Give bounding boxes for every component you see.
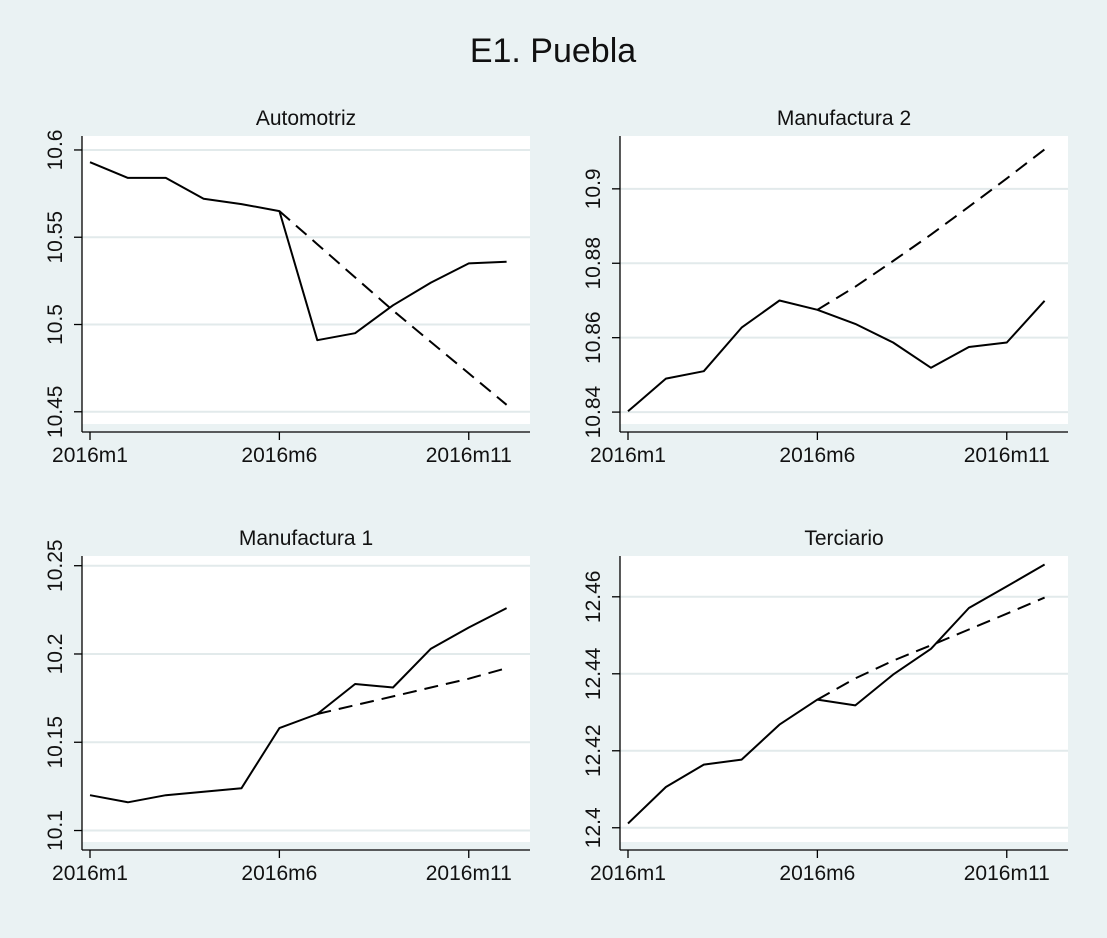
series-line-solid bbox=[89, 161, 507, 342]
y-tick-label: 10.2 bbox=[44, 634, 67, 675]
x-tick-label: 2016m1 bbox=[52, 862, 128, 885]
y-tick-label: 10.1 bbox=[44, 810, 67, 851]
x-tick-label: 2016m11 bbox=[964, 862, 1050, 885]
series-line-dashed bbox=[816, 596, 1045, 701]
plot-area bbox=[620, 136, 1068, 424]
y-tick-label: 10.88 bbox=[582, 237, 605, 290]
chart-panel-2: Manufactura 2 10.84 10.86 10.88 10.9 2016m1 20… bbox=[582, 107, 1068, 467]
y-tick-label: 10.15 bbox=[44, 716, 67, 769]
panel-title: Automotriz bbox=[256, 107, 356, 130]
x-tick-label: 2016m1 bbox=[52, 444, 128, 467]
y-tick-label: 12.44 bbox=[582, 647, 605, 700]
x-tick-label: 2016m11 bbox=[426, 862, 512, 885]
x-tick-label: 2016m6 bbox=[241, 862, 317, 885]
x-tick-label: 2016m11 bbox=[426, 444, 512, 467]
chart-panel-3: Manufactura 1 10.1 10.15 10.2 10.25 2016m1 201… bbox=[44, 527, 530, 885]
series-line-dashed bbox=[278, 210, 508, 406]
y-tick-label: 10.5 bbox=[44, 304, 67, 345]
figure-title: E1. Puebla bbox=[470, 32, 636, 70]
panel-title: Terciario bbox=[804, 527, 883, 550]
x-tick-label: 2016m11 bbox=[964, 444, 1050, 467]
y-tick-label: 10.45 bbox=[44, 386, 67, 439]
y-tick-label: 10.55 bbox=[44, 211, 67, 264]
y-tick-label: 10.25 bbox=[44, 539, 67, 592]
plot-area bbox=[620, 556, 1068, 842]
series-line-dashed bbox=[317, 667, 507, 715]
plot-area bbox=[82, 556, 530, 842]
x-tick-label: 2016m6 bbox=[241, 444, 317, 467]
panel-title: Manufactura 1 bbox=[239, 527, 373, 550]
chart-panel-1: Automotriz 10.45 10.5 10.55 10.6 2016m1 2016m6… bbox=[44, 107, 530, 467]
y-tick-label: 12.4 bbox=[582, 807, 605, 848]
chart-panel-4: Terciario 12.4 12.42 12.44 12.46 2016m1 2016m6… bbox=[582, 527, 1068, 885]
series-line-dashed bbox=[816, 148, 1046, 311]
x-tick-label: 2016m1 bbox=[590, 862, 666, 885]
plot-area bbox=[82, 136, 530, 424]
y-tick-label: 10.6 bbox=[44, 130, 67, 171]
y-tick-label: 12.42 bbox=[582, 724, 605, 777]
y-tick-label: 10.86 bbox=[582, 311, 605, 364]
panel-title: Manufactura 2 bbox=[777, 107, 911, 130]
y-tick-label: 12.46 bbox=[582, 571, 605, 624]
chart-panels: Automotriz 10.45 10.5 10.55 10.6 2016m1 2016m6… bbox=[44, 107, 1068, 885]
x-tick-label: 2016m6 bbox=[779, 862, 855, 885]
x-tick-label: 2016m1 bbox=[590, 444, 666, 467]
series-line-solid bbox=[627, 563, 1046, 825]
series-line-solid bbox=[627, 299, 1046, 413]
y-tick-label: 10.9 bbox=[582, 168, 605, 209]
x-tick-label: 2016m6 bbox=[779, 444, 855, 467]
y-tick-label: 10.84 bbox=[582, 386, 605, 439]
series-line-solid bbox=[89, 607, 508, 804]
